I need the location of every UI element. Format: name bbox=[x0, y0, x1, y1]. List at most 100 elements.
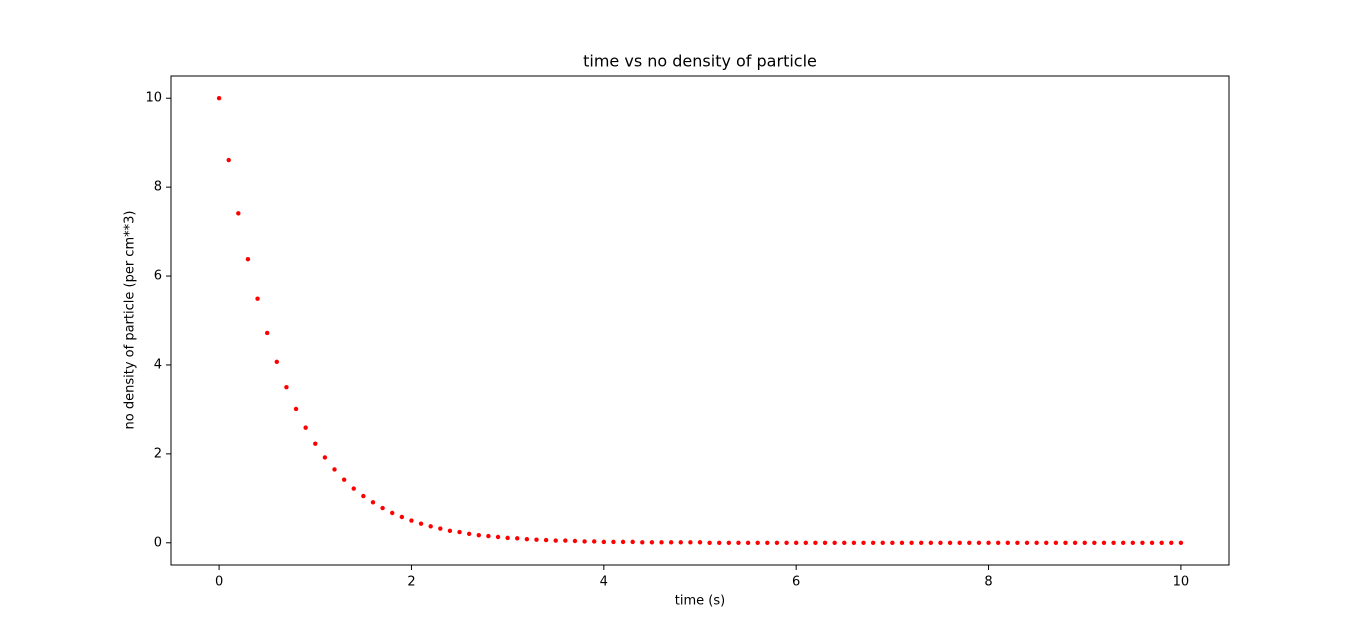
point bbox=[678, 540, 683, 545]
x-tick-label: 4 bbox=[600, 575, 608, 590]
point bbox=[1169, 540, 1174, 545]
point bbox=[832, 540, 837, 545]
point bbox=[842, 540, 847, 545]
point bbox=[736, 540, 741, 545]
point bbox=[909, 540, 914, 545]
point bbox=[1178, 540, 1184, 545]
point bbox=[563, 538, 568, 543]
y-tick-label: 0 bbox=[154, 535, 162, 550]
point bbox=[803, 540, 808, 545]
point bbox=[1082, 540, 1087, 545]
point bbox=[264, 330, 270, 336]
point bbox=[784, 540, 789, 545]
point bbox=[543, 537, 549, 543]
point bbox=[553, 538, 558, 543]
point bbox=[1140, 540, 1145, 545]
point bbox=[1034, 540, 1039, 545]
point bbox=[976, 540, 982, 545]
point bbox=[418, 521, 424, 526]
point bbox=[1044, 540, 1049, 545]
point bbox=[1015, 540, 1020, 545]
point bbox=[813, 540, 818, 545]
point bbox=[870, 540, 876, 545]
point bbox=[967, 540, 972, 545]
point bbox=[947, 540, 953, 545]
point bbox=[255, 296, 260, 301]
point bbox=[774, 540, 780, 545]
point bbox=[447, 528, 453, 533]
point bbox=[861, 540, 866, 545]
point bbox=[611, 539, 616, 545]
point bbox=[505, 535, 510, 541]
point bbox=[495, 534, 501, 540]
point bbox=[899, 540, 905, 545]
point bbox=[428, 524, 433, 529]
x-tick-label: 6 bbox=[792, 575, 800, 590]
point bbox=[986, 540, 991, 545]
point bbox=[351, 486, 356, 491]
point bbox=[1130, 540, 1136, 545]
point bbox=[640, 540, 645, 545]
plot-frame bbox=[170, 75, 1230, 566]
y-tick-label: 2 bbox=[154, 446, 162, 461]
point bbox=[880, 540, 885, 545]
point bbox=[649, 540, 655, 545]
point bbox=[1101, 540, 1107, 545]
point bbox=[399, 514, 405, 520]
point bbox=[582, 539, 587, 544]
point bbox=[486, 533, 491, 539]
point bbox=[1121, 540, 1126, 545]
point bbox=[697, 540, 703, 545]
point bbox=[957, 540, 962, 545]
x-tick-label: 8 bbox=[984, 575, 992, 590]
chart-title: time vs no density of particle bbox=[583, 52, 817, 71]
point bbox=[592, 539, 597, 544]
point bbox=[765, 540, 770, 545]
y-tick-label: 10 bbox=[145, 91, 162, 106]
point bbox=[793, 540, 799, 545]
point bbox=[457, 529, 462, 535]
point bbox=[1005, 540, 1010, 545]
y-tick-label: 8 bbox=[154, 180, 162, 195]
point bbox=[928, 540, 934, 545]
point bbox=[409, 518, 414, 523]
point bbox=[1072, 540, 1078, 545]
point bbox=[688, 540, 693, 545]
point bbox=[919, 540, 924, 545]
point bbox=[515, 536, 520, 541]
point bbox=[995, 540, 1001, 545]
point bbox=[938, 540, 943, 545]
x-tick-label: 0 bbox=[215, 575, 223, 590]
point bbox=[890, 540, 895, 545]
point bbox=[466, 531, 472, 537]
point bbox=[822, 540, 828, 545]
point bbox=[390, 510, 395, 516]
point bbox=[284, 384, 289, 390]
y-tick-label: 4 bbox=[154, 357, 162, 372]
point bbox=[745, 540, 751, 545]
point bbox=[236, 211, 241, 216]
point bbox=[438, 526, 443, 531]
point bbox=[1063, 540, 1068, 545]
point bbox=[1111, 540, 1116, 545]
point bbox=[293, 406, 299, 412]
point bbox=[620, 539, 626, 545]
point bbox=[572, 538, 578, 544]
point bbox=[659, 540, 664, 545]
x-axis-label: time (s) bbox=[675, 594, 725, 609]
point bbox=[476, 533, 481, 538]
point bbox=[380, 505, 385, 511]
point bbox=[361, 493, 366, 499]
point bbox=[332, 467, 337, 472]
x-tick-label: 10 bbox=[1173, 575, 1190, 590]
point bbox=[726, 540, 732, 545]
point bbox=[1149, 540, 1155, 545]
point bbox=[322, 455, 328, 460]
point bbox=[370, 500, 376, 505]
point bbox=[226, 157, 231, 163]
point bbox=[630, 539, 635, 545]
point bbox=[524, 537, 530, 542]
point bbox=[1024, 540, 1030, 545]
